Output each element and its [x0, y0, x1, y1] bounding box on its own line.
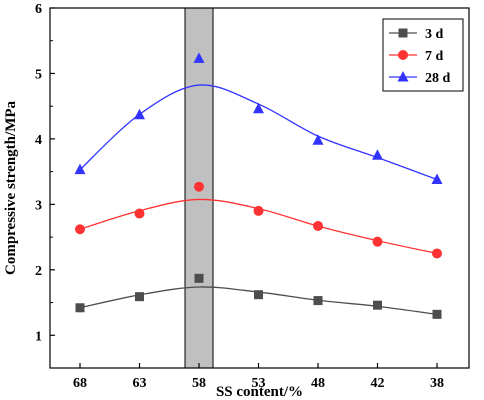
series-3d [75, 273, 442, 319]
x-tick-label: 48 [311, 376, 325, 391]
x-tick-label: 63 [133, 376, 147, 391]
data-point-3d [432, 309, 442, 319]
legend: 3 d 7 d 28 d [382, 18, 464, 92]
y-tick-label: 4 [35, 133, 42, 148]
data-point-3d [373, 300, 382, 310]
data-point-7d [134, 208, 145, 219]
y-tick-label: 6 [35, 2, 42, 17]
data-point-7d [194, 181, 204, 192]
series-7d [75, 181, 442, 259]
y-tick-label: 3 [35, 198, 42, 213]
x-tick-label: 68 [73, 376, 87, 391]
legend-item: 28 d [389, 71, 451, 86]
x-tick-label: 38 [430, 376, 444, 391]
data-point-28d [372, 149, 383, 160]
data-point-28d [193, 52, 205, 63]
series-28d [74, 52, 443, 184]
legend-item: 3 d [389, 27, 444, 42]
data-point-7d [432, 248, 442, 259]
legend-label: 3 d [425, 27, 444, 42]
data-point-7d [75, 224, 85, 235]
axes-layer: 1 2 3 4 5 6 68 63 58 53 48 42 38 [35, 2, 470, 391]
x-axis-title: SS content/% [216, 384, 303, 400]
data-point-28d [134, 108, 145, 120]
y-tick-label: 1 [35, 329, 42, 344]
data-point-3d [194, 273, 204, 283]
y-axis-title: Compressive strength/MPa [3, 100, 19, 275]
plot-frame [49, 7, 470, 369]
data-point-28d [397, 71, 409, 82]
x-tick-label: 58 [192, 376, 206, 391]
legend-label: 7 d [425, 49, 444, 64]
data-point-28d [253, 102, 264, 114]
data-point-7d [313, 220, 323, 231]
data-point-28d [74, 163, 86, 175]
data-point-7d [253, 205, 264, 216]
data-point-3d [135, 292, 144, 302]
legend-item: 7 d [389, 49, 444, 64]
y-tick-label: 5 [35, 67, 42, 82]
data-point-3d [398, 28, 408, 38]
data-point-28d [431, 173, 443, 184]
data-point-3d [313, 296, 323, 306]
y-tick-label: 2 [35, 264, 42, 279]
data-point-7d [372, 236, 383, 247]
data-point-7d [398, 50, 408, 60]
data-point-28d [312, 134, 324, 145]
data-point-3d [254, 290, 263, 300]
series-layer [74, 52, 443, 319]
legend-label: 28 d [425, 71, 451, 86]
x-tick-label: 42 [371, 376, 385, 391]
data-point-3d [75, 303, 85, 313]
x-tick-label: 53 [252, 376, 266, 391]
